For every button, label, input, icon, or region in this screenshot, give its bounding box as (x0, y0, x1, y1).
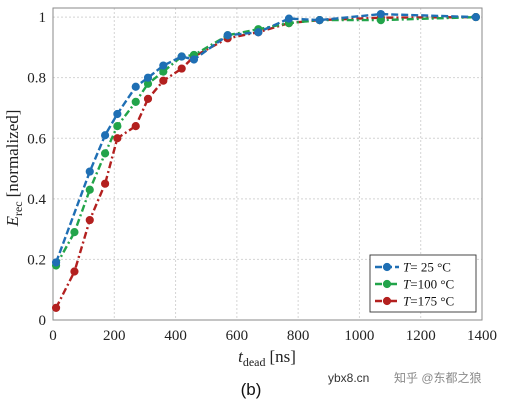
data-point (471, 12, 480, 22)
legend-label-symbol: T (403, 294, 411, 309)
legend-label: T=100 °C (403, 277, 454, 292)
y-axis-label-subscript: rec (11, 201, 25, 216)
plot-frame (52, 7, 483, 321)
x-axis-label: tdead [ns] (238, 347, 296, 369)
data-point (51, 258, 61, 267)
legend: T= 25 °CT=100 °CT=175 °C (369, 254, 477, 313)
x-tick-label: 800 (287, 328, 310, 344)
data-point (100, 131, 110, 140)
data-point (85, 167, 94, 176)
data-point (177, 52, 186, 61)
data-point (284, 14, 294, 23)
watermark-author: 知乎 @东都之狼 (394, 370, 482, 385)
y-tick-label: 0.4 (27, 192, 46, 208)
data-point (131, 122, 140, 131)
series-line (55, 15, 476, 267)
x-axis-label-symbol: t (238, 347, 244, 366)
panel-caption: (b) (241, 380, 262, 399)
series-1 (51, 9, 480, 267)
y-tick-labels: 0 0.2 0.4 0.6 0.8 1 (27, 10, 46, 329)
data-point (376, 9, 385, 19)
x-tick-label: 400 (164, 328, 187, 344)
data-point (100, 149, 110, 158)
x-tick-label: 200 (103, 328, 126, 344)
y-axis-label: Erec [normalized] (3, 110, 25, 228)
data-point (159, 61, 168, 70)
data-point (113, 134, 122, 143)
legend-label-symbol: T (403, 277, 411, 292)
data-point (100, 179, 110, 188)
x-tick-label: 600 (226, 328, 249, 344)
x-tick-labels: 0 200 400 600 800 1000 1200 1400 (49, 328, 497, 344)
data-point (159, 76, 168, 85)
data-point (70, 267, 79, 276)
series-layer (51, 9, 480, 312)
x-tick-label: 1200 (406, 328, 436, 344)
data-point (189, 55, 199, 64)
data-point (143, 73, 153, 82)
legend-marker (382, 279, 392, 289)
legend-entry-3: T=175 °C (375, 294, 454, 309)
data-point (143, 94, 153, 103)
y-axis-label-unit: [normalized] (3, 110, 22, 198)
data-point (223, 31, 232, 40)
legend-marker (382, 262, 392, 272)
legend-label-text: =100 °C (410, 277, 454, 292)
x-axis-label-unit: [ns] (269, 347, 295, 366)
y-tick-label: 1 (39, 10, 47, 26)
x-tick-label: 0 (49, 328, 57, 344)
data-point (70, 228, 79, 237)
data-point (131, 97, 140, 107)
x-axis-label-subscript: dead (243, 355, 266, 369)
data-point (51, 303, 61, 312)
legend-label-symbol: T (403, 260, 411, 275)
data-point (113, 109, 122, 119)
data-point (131, 82, 140, 91)
legend-label: T= 25 °C (403, 260, 451, 275)
y-tick-label: 0 (39, 313, 47, 329)
data-point (85, 215, 94, 225)
y-tick-label: 0.8 (27, 71, 46, 87)
legend-entry-1: T= 25 °C (375, 260, 451, 275)
y-tick-label: 0.6 (27, 131, 46, 147)
x-tick-label: 1000 (344, 328, 374, 344)
data-point (113, 122, 122, 131)
y-tick-label: 0.2 (27, 252, 46, 268)
series-line (54, 12, 476, 263)
y-axis-label-symbol: E (3, 215, 22, 227)
data-point (254, 28, 263, 37)
legend-marker (382, 296, 392, 306)
data-point (177, 64, 186, 73)
data-point (85, 185, 94, 194)
legend-label: T=175 °C (403, 294, 454, 309)
data-point (315, 16, 324, 25)
legend-label-text: =175 °C (410, 294, 454, 309)
legend-label-text: = 25 °C (410, 260, 451, 275)
x-tick-label: 1400 (467, 328, 497, 344)
watermark-site: ybx8.cn (328, 371, 369, 385)
legend-entry-2: T=100 °C (375, 277, 454, 292)
